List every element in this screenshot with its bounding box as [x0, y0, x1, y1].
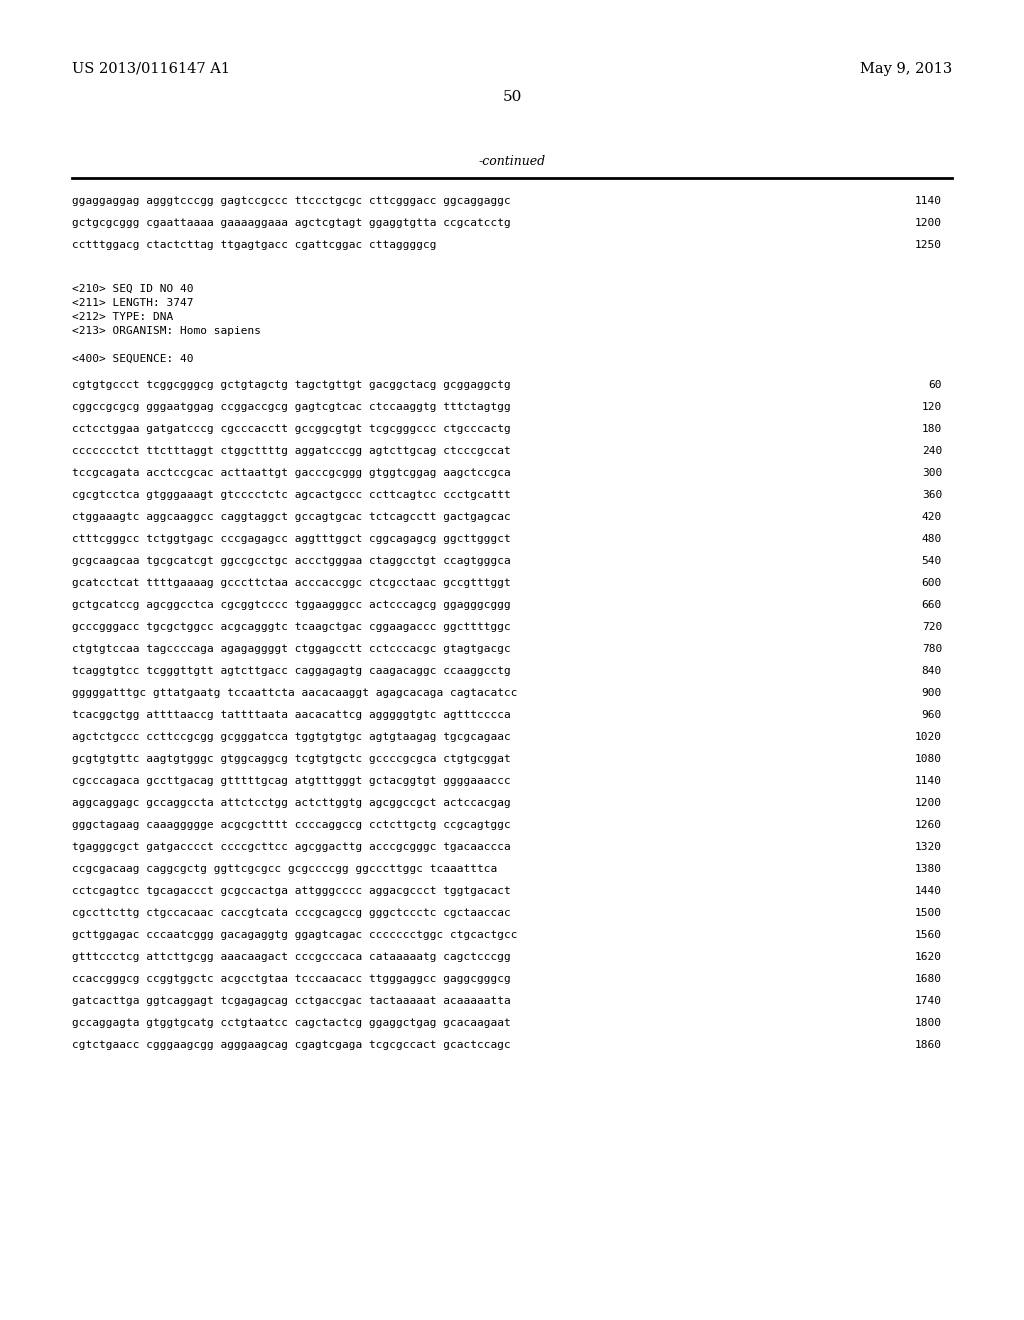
Text: <211> LENGTH: 3747: <211> LENGTH: 3747: [72, 298, 194, 308]
Text: 1800: 1800: [915, 1018, 942, 1028]
Text: gcccgggacc tgcgctggcc acgcagggtc tcaagctgac cggaagaccc ggcttttggc: gcccgggacc tgcgctggcc acgcagggtc tcaagct…: [72, 622, 511, 632]
Text: gcgtgtgttc aagtgtgggc gtggcaggcg tcgtgtgctc gccccgcgca ctgtgcggat: gcgtgtgttc aagtgtgggc gtggcaggcg tcgtgtg…: [72, 754, 511, 764]
Text: 1260: 1260: [915, 820, 942, 830]
Text: aggcaggagc gccaggccta attctcctgg actcttggtg agcggccgct actccacgag: aggcaggagc gccaggccta attctcctgg actcttg…: [72, 799, 511, 808]
Text: 1080: 1080: [915, 754, 942, 764]
Text: 840: 840: [922, 667, 942, 676]
Text: gtttccctcg attcttgcgg aaacaagact cccgcccaca cataaaaatg cagctcccgg: gtttccctcg attcttgcgg aaacaagact cccgccc…: [72, 952, 511, 962]
Text: ccgcgacaag caggcgctg ggttcgcgcc gcgccccgg ggcccttggc tcaaatttca: ccgcgacaag caggcgctg ggttcgcgcc gcgccccg…: [72, 865, 498, 874]
Text: 1440: 1440: [915, 886, 942, 896]
Text: 1740: 1740: [915, 997, 942, 1006]
Text: 780: 780: [922, 644, 942, 653]
Text: tccgcagata acctccgcac acttaattgt gacccgcggg gtggtcggag aagctccgca: tccgcagata acctccgcac acttaattgt gacccgc…: [72, 469, 511, 478]
Text: gccaggagta gtggtgcatg cctgtaatcc cagctactcg ggaggctgag gcacaagaat: gccaggagta gtggtgcatg cctgtaatcc cagctac…: [72, 1018, 511, 1028]
Text: 660: 660: [922, 601, 942, 610]
Text: 900: 900: [922, 688, 942, 698]
Text: 60: 60: [929, 380, 942, 389]
Text: 1020: 1020: [915, 733, 942, 742]
Text: cctttggacg ctactcttag ttgagtgacc cgattcggac cttaggggcg: cctttggacg ctactcttag ttgagtgacc cgattcg…: [72, 240, 436, 249]
Text: ctgtgtccaa tagccccaga agagaggggt ctggagcctt cctcccacgc gtagtgacgc: ctgtgtccaa tagccccaga agagaggggt ctggagc…: [72, 644, 511, 653]
Text: 1140: 1140: [915, 776, 942, 785]
Text: cgcgtcctca gtgggaaagt gtcccctctc agcactgccc ccttcagtcc ccctgcattt: cgcgtcctca gtgggaaagt gtcccctctc agcactg…: [72, 490, 511, 500]
Text: 480: 480: [922, 535, 942, 544]
Text: tcacggctgg attttaaccg tattttaata aacacattcg agggggtgtc agtttcccca: tcacggctgg attttaaccg tattttaata aacacat…: [72, 710, 511, 719]
Text: 720: 720: [922, 622, 942, 632]
Text: gctgcgcggg cgaattaaaa gaaaaggaaa agctcgtagt ggaggtgtta ccgcatcctg: gctgcgcggg cgaattaaaa gaaaaggaaa agctcgt…: [72, 218, 511, 228]
Text: 120: 120: [922, 403, 942, 412]
Text: 420: 420: [922, 512, 942, 521]
Text: 1380: 1380: [915, 865, 942, 874]
Text: <210> SEQ ID NO 40: <210> SEQ ID NO 40: [72, 284, 194, 294]
Text: cgtctgaacc cgggaagcgg agggaagcag cgagtcgaga tcgcgccact gcactccagc: cgtctgaacc cgggaagcgg agggaagcag cgagtcg…: [72, 1040, 511, 1049]
Text: 240: 240: [922, 446, 942, 455]
Text: tcaggtgtcc tcgggttgtt agtcttgacc caggagagtg caagacaggc ccaaggcctg: tcaggtgtcc tcgggttgtt agtcttgacc caggaga…: [72, 667, 511, 676]
Text: 960: 960: [922, 710, 942, 719]
Text: cggccgcgcg gggaatggag ccggaccgcg gagtcgtcac ctccaaggtg tttctagtgg: cggccgcgcg gggaatggag ccggaccgcg gagtcgt…: [72, 403, 511, 412]
Text: agctctgccc ccttccgcgg gcgggatcca tggtgtgtgc agtgtaagag tgcgcagaac: agctctgccc ccttccgcgg gcgggatcca tggtgtg…: [72, 733, 511, 742]
Text: 1320: 1320: [915, 842, 942, 851]
Text: 1560: 1560: [915, 931, 942, 940]
Text: cgcccagaca gccttgacag gtttttgcag atgtttgggt gctacggtgt ggggaaaccc: cgcccagaca gccttgacag gtttttgcag atgtttg…: [72, 776, 511, 785]
Text: gcgcaagcaa tgcgcatcgt ggccgcctgc accctgggaa ctaggcctgt ccagtgggca: gcgcaagcaa tgcgcatcgt ggccgcctgc accctgg…: [72, 556, 511, 566]
Text: gggctagaag caaaggggge acgcgctttt ccccaggccg cctcttgctg ccgcagtggc: gggctagaag caaaggggge acgcgctttt ccccagg…: [72, 820, 511, 830]
Text: cgccttcttg ctgccacaac caccgtcata cccgcagccg gggctccctc cgctaaccac: cgccttcttg ctgccacaac caccgtcata cccgcag…: [72, 908, 511, 917]
Text: cgtgtgccct tcggcgggcg gctgtagctg tagctgttgt gacggctacg gcggaggctg: cgtgtgccct tcggcgggcg gctgtagctg tagctgt…: [72, 380, 511, 389]
Text: gcttggagac cccaatcggg gacagaggtg ggagtcagac ccccccctggc ctgcactgcc: gcttggagac cccaatcggg gacagaggtg ggagtca…: [72, 931, 517, 940]
Text: <400> SEQUENCE: 40: <400> SEQUENCE: 40: [72, 354, 194, 364]
Text: 1860: 1860: [915, 1040, 942, 1049]
Text: 1680: 1680: [915, 974, 942, 983]
Text: gggggatttgc gttatgaatg tccaattcta aacacaaggt agagcacaga cagtacatcc: gggggatttgc gttatgaatg tccaattcta aacaca…: [72, 688, 517, 698]
Text: 1620: 1620: [915, 952, 942, 962]
Text: 180: 180: [922, 424, 942, 434]
Text: ggaggaggag agggtcccgg gagtccgccc ttccctgcgc cttcgggacc ggcaggaggc: ggaggaggag agggtcccgg gagtccgccc ttccctg…: [72, 195, 511, 206]
Text: ctttcgggcc tctggtgagc cccgagagcc aggtttggct cggcagagcg ggcttgggct: ctttcgggcc tctggtgagc cccgagagcc aggtttg…: [72, 535, 511, 544]
Text: 300: 300: [922, 469, 942, 478]
Text: ccaccgggcg ccggtggctc acgcctgtaa tcccaacacc ttgggaggcc gaggcgggcg: ccaccgggcg ccggtggctc acgcctgtaa tcccaac…: [72, 974, 511, 983]
Text: -continued: -continued: [478, 154, 546, 168]
Text: 540: 540: [922, 556, 942, 566]
Text: 1140: 1140: [915, 195, 942, 206]
Text: cctcgagtcc tgcagaccct gcgccactga attgggcccc aggacgccct tggtgacact: cctcgagtcc tgcagaccct gcgccactga attgggc…: [72, 886, 511, 896]
Text: 1500: 1500: [915, 908, 942, 917]
Text: ccccccctct ttctttaggt ctggcttttg aggatcccgg agtcttgcag ctcccgccat: ccccccctct ttctttaggt ctggcttttg aggatcc…: [72, 446, 511, 455]
Text: 1250: 1250: [915, 240, 942, 249]
Text: 50: 50: [503, 90, 521, 104]
Text: cctcctggaa gatgatcccg cgcccacctt gccggcgtgt tcgcgggccc ctgcccactg: cctcctggaa gatgatcccg cgcccacctt gccggcg…: [72, 424, 511, 434]
Text: 1200: 1200: [915, 799, 942, 808]
Text: <213> ORGANISM: Homo sapiens: <213> ORGANISM: Homo sapiens: [72, 326, 261, 337]
Text: 1200: 1200: [915, 218, 942, 228]
Text: US 2013/0116147 A1: US 2013/0116147 A1: [72, 62, 230, 77]
Text: May 9, 2013: May 9, 2013: [860, 62, 952, 77]
Text: tgagggcgct gatgacccct ccccgcttcc agcggacttg acccgcgggc tgacaaccca: tgagggcgct gatgacccct ccccgcttcc agcggac…: [72, 842, 511, 851]
Text: gctgcatccg agcggcctca cgcggtcccc tggaagggcc actcccagcg ggagggcggg: gctgcatccg agcggcctca cgcggtcccc tggaagg…: [72, 601, 511, 610]
Text: ctggaaagtc aggcaaggcc caggtaggct gccagtgcac tctcagcctt gactgagcac: ctggaaagtc aggcaaggcc caggtaggct gccagtg…: [72, 512, 511, 521]
Text: 360: 360: [922, 490, 942, 500]
Text: <212> TYPE: DNA: <212> TYPE: DNA: [72, 312, 173, 322]
Text: gatcacttga ggtcaggagt tcgagagcag cctgaccgac tactaaaaat acaaaaatta: gatcacttga ggtcaggagt tcgagagcag cctgacc…: [72, 997, 511, 1006]
Text: 600: 600: [922, 578, 942, 587]
Text: gcatcctcat ttttgaaaag gcccttctaa acccaccggc ctcgcctaac gccgtttggt: gcatcctcat ttttgaaaag gcccttctaa acccacc…: [72, 578, 511, 587]
